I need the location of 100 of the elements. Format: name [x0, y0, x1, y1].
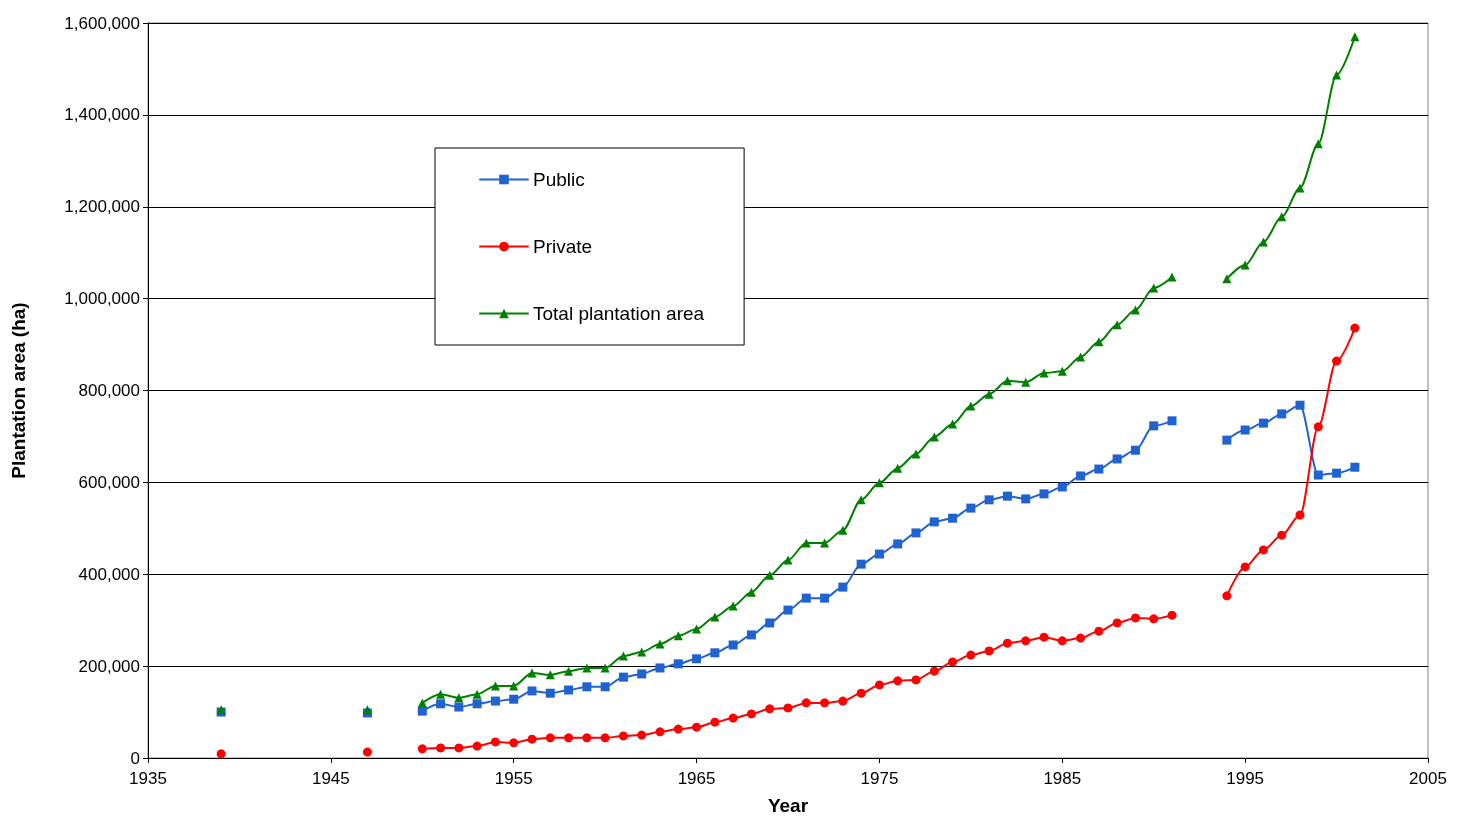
point [600, 682, 610, 692]
point [929, 517, 939, 527]
point [765, 704, 775, 714]
x-tick-label: 1965 [677, 769, 716, 788]
point [1021, 494, 1031, 504]
point [582, 733, 592, 743]
point [1313, 422, 1323, 432]
point [984, 389, 994, 399]
point [1002, 376, 1012, 386]
point [856, 688, 866, 698]
point [1240, 562, 1250, 572]
point [490, 737, 500, 747]
point [838, 525, 848, 535]
point [1258, 237, 1268, 247]
point [838, 582, 848, 592]
point [1222, 591, 1232, 601]
point [710, 717, 720, 727]
point [490, 696, 500, 706]
point [527, 734, 537, 744]
point [600, 733, 610, 743]
point [637, 669, 647, 679]
point [436, 699, 446, 709]
point [454, 743, 464, 753]
point [1130, 613, 1140, 623]
point [436, 743, 446, 753]
y-tick-label: 200,000 [78, 656, 140, 676]
point [545, 688, 555, 698]
point [545, 733, 555, 743]
point [966, 503, 976, 513]
point [618, 651, 628, 661]
point [1057, 366, 1067, 376]
y-tick-label: 1,000,000 [64, 289, 140, 309]
point [746, 630, 756, 640]
point [874, 478, 884, 488]
point [1149, 614, 1159, 624]
point [966, 401, 976, 411]
point [1295, 510, 1305, 520]
point [801, 538, 811, 548]
point [1277, 409, 1287, 419]
point [710, 648, 720, 658]
point [1112, 454, 1122, 464]
point [509, 738, 519, 748]
point [1222, 435, 1232, 445]
point [1039, 489, 1049, 499]
point [893, 539, 903, 549]
point [948, 657, 958, 667]
point [1039, 368, 1049, 378]
point [1039, 632, 1049, 642]
x-tick-label: 1995 [1226, 769, 1265, 788]
y-tick-label: 800,000 [78, 381, 140, 400]
point [893, 676, 903, 686]
point [820, 538, 830, 548]
point [1149, 283, 1159, 293]
y-tick-label: 400,000 [78, 564, 140, 584]
x-tick-label: 1935 [129, 769, 167, 788]
point [527, 686, 537, 696]
y-tick-label: 1,600,000 [64, 13, 140, 33]
point [1258, 545, 1268, 555]
point [1021, 636, 1031, 646]
point [984, 646, 994, 656]
x-tick-label: 2005 [1409, 769, 1447, 788]
point [874, 680, 884, 690]
point [948, 419, 958, 429]
point [1332, 356, 1342, 366]
point [820, 593, 830, 603]
point [564, 733, 574, 743]
point [509, 694, 519, 704]
point [911, 449, 921, 459]
x-tick-label: 1955 [494, 769, 533, 788]
point [692, 654, 702, 664]
point [1149, 421, 1159, 431]
point [362, 747, 372, 757]
point [655, 727, 665, 737]
point [783, 703, 793, 713]
point [1002, 638, 1012, 648]
y-tick-label: 1,400,000 [64, 105, 140, 125]
x-tick-label: 1975 [860, 769, 899, 788]
point [216, 749, 226, 759]
point [1130, 305, 1140, 315]
point [1258, 418, 1268, 428]
point [673, 659, 683, 669]
point [1021, 377, 1031, 387]
x-axis-title: Year [767, 795, 809, 816]
x-tick-label: 1985 [1043, 769, 1082, 788]
point [417, 706, 427, 716]
point [948, 513, 958, 523]
point [911, 528, 921, 538]
point [801, 593, 811, 603]
point [801, 698, 811, 708]
point [637, 730, 647, 740]
x-tick-label: 1945 [311, 769, 350, 788]
point [564, 666, 574, 676]
point [673, 724, 683, 734]
point [618, 672, 628, 682]
point [765, 570, 775, 580]
point [746, 587, 756, 597]
point [874, 549, 884, 559]
point [1094, 626, 1104, 636]
y-tick-label: 0 [130, 748, 140, 768]
point [1240, 425, 1250, 435]
